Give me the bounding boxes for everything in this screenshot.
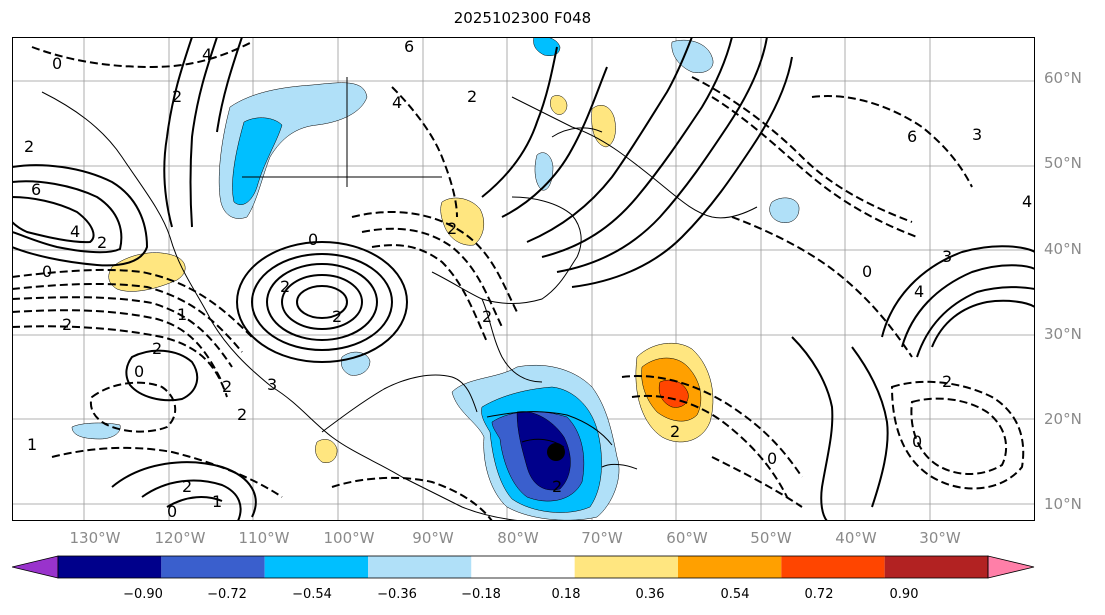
lon-label-110w: 110°W xyxy=(238,529,290,547)
lat-label-20n: 20°N xyxy=(1044,410,1082,428)
colorbar-extend-high xyxy=(987,555,1035,579)
contour-label: 0 xyxy=(52,54,63,73)
contour-label: 3 xyxy=(267,375,278,394)
contour-label: 0 xyxy=(862,262,873,281)
colorbar-tick: 0.54 xyxy=(720,587,750,602)
lon-label-120w: 120°W xyxy=(154,529,206,547)
contour-label: 0 xyxy=(42,262,53,281)
lon-label-50w: 50°W xyxy=(750,529,792,547)
colorbar-outline xyxy=(57,555,989,579)
contour-label: 4 xyxy=(202,45,213,64)
lat-label-30n: 30°N xyxy=(1044,325,1082,343)
colorbar-segment xyxy=(678,556,782,578)
coastlines xyxy=(41,77,758,521)
contour-label: 3 xyxy=(972,125,983,144)
contour-label: 2 xyxy=(942,372,953,391)
lat-label-40n: 40°N xyxy=(1044,240,1082,258)
lon-label-30w: 30°W xyxy=(919,529,961,547)
colorbar-tick: 0.36 xyxy=(635,587,665,602)
shaded-anomalies xyxy=(71,37,800,521)
lon-label-130w: 130°W xyxy=(69,529,121,547)
contour-label: 0 xyxy=(912,432,923,451)
contour-label: 1 xyxy=(212,492,223,511)
contour-label: 0 xyxy=(167,502,178,521)
contour-label: 0 xyxy=(767,449,778,468)
colorbar-segment xyxy=(161,556,265,578)
colorbar-tick: −0.36 xyxy=(377,587,417,602)
contour-label: 2 xyxy=(670,422,681,441)
contour-label: 4 xyxy=(392,93,403,112)
contour-label: 0 xyxy=(134,362,145,381)
contour-label: 2 xyxy=(182,477,193,496)
contour-label: 2 xyxy=(332,307,343,326)
lat-label-10n: 10°N xyxy=(1044,495,1082,513)
contour-label: 0 xyxy=(308,230,319,249)
map-area: 0 2 4 6 2 0 4 2 6 4 2 0 2 2 2 6 3 4 3 0 … xyxy=(12,37,1035,521)
contour-label: 2 xyxy=(152,339,163,358)
colorbar-tick: 0.72 xyxy=(804,587,834,602)
colorbar-segment xyxy=(781,556,885,578)
contour-label: 6 xyxy=(404,37,415,56)
lon-label-40w: 40°W xyxy=(835,529,877,547)
lon-label-70w: 70°W xyxy=(581,529,623,547)
contour-label: 2 xyxy=(447,219,458,238)
contour-label: 2 xyxy=(172,87,183,106)
contour-label: 6 xyxy=(31,180,42,199)
contour-label: 2 xyxy=(482,307,493,326)
dashed-contours xyxy=(12,41,1025,521)
contour-label: 4 xyxy=(1022,192,1033,211)
contour-label: 2 xyxy=(222,377,233,396)
lon-label-60w: 60°W xyxy=(666,529,708,547)
colorbar-extend-low xyxy=(12,555,59,579)
contour-label: 2 xyxy=(280,277,291,296)
colorbar-segment xyxy=(368,556,472,578)
lon-label-100w: 100°W xyxy=(323,529,375,547)
colorbar-tick: −0.54 xyxy=(292,587,332,602)
solid-contours xyxy=(12,37,1035,521)
contour-label: 1 xyxy=(27,435,38,454)
colorbar-segment xyxy=(884,556,988,578)
contour-label: 6 xyxy=(907,127,918,146)
contour-label: 1 xyxy=(177,305,188,324)
contour-label: 4 xyxy=(914,282,925,301)
colorbar-tick: 0.90 xyxy=(889,587,919,602)
storm-center-marker xyxy=(547,443,565,461)
contour-label: 4 xyxy=(70,222,81,241)
contour-label: 2 xyxy=(24,137,35,156)
contour-label: 3 xyxy=(942,247,953,266)
contour-label: 2 xyxy=(62,315,73,334)
colorbar-tick: −0.72 xyxy=(207,587,247,602)
contour-label: 2 xyxy=(97,233,108,252)
colorbar-tick: −0.18 xyxy=(461,587,501,602)
lat-label-50n: 50°N xyxy=(1044,154,1082,172)
colorbar-tick: 0.18 xyxy=(551,587,581,602)
contour-label: 2 xyxy=(552,477,563,496)
lon-label-90w: 90°W xyxy=(412,529,454,547)
lat-label-60n: 60°N xyxy=(1044,69,1082,87)
colorbar-segment xyxy=(264,556,368,578)
colorbar-tick: −0.90 xyxy=(123,587,163,602)
contour-label: 2 xyxy=(467,87,478,106)
map-title: 2025102300 F048 xyxy=(453,9,592,27)
contour-label: 2 xyxy=(237,405,248,424)
colorbar-segment xyxy=(471,556,575,578)
colorbar xyxy=(12,555,1035,579)
colorbar-segment xyxy=(574,556,678,578)
lon-label-80w: 80°W xyxy=(497,529,539,547)
colorbar-segment xyxy=(58,556,162,578)
